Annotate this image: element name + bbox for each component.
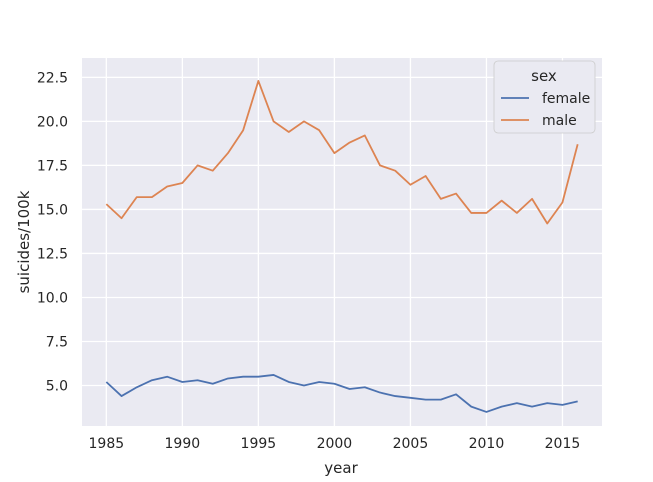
x-axis-label: year — [324, 459, 358, 477]
x-tick-label: 2010 — [469, 436, 505, 452]
y-tick-label: 5.0 — [46, 379, 68, 395]
x-tick-label: 1990 — [165, 436, 201, 452]
y-tick-label: 10.0 — [37, 290, 68, 306]
legend: sex female male — [493, 60, 596, 134]
y-tick-label: 20.0 — [37, 114, 68, 130]
x-tick-label: 2015 — [545, 436, 581, 452]
y-tick-label: 22.5 — [37, 70, 68, 86]
y-axis-ticks: 5.0 7.5 10.0 12.5 15.0 17.5 20.0 22.5 — [37, 70, 68, 394]
y-tick-label: 15.0 — [37, 202, 68, 218]
legend-box — [493, 60, 596, 134]
x-tick-label: 2005 — [393, 436, 429, 452]
y-tick-label: 7.5 — [46, 334, 68, 350]
y-tick-label: 12.5 — [37, 246, 68, 262]
series-lines — [105, 79, 579, 413]
y-tick-label: 17.5 — [37, 158, 68, 174]
x-tick-label: 1985 — [89, 436, 125, 452]
x-tick-label: 1995 — [241, 436, 277, 452]
x-axis-ticks: 1985 1990 1995 2000 2005 2010 2015 — [89, 436, 581, 452]
y-axis-label: suicides/100k — [15, 190, 33, 293]
legend-label-male: male — [542, 113, 577, 129]
x-tick-label: 2000 — [317, 436, 353, 452]
grid — [82, 58, 602, 426]
series-line-female — [105, 374, 578, 413]
series-line-male — [105, 79, 579, 225]
legend-label-female: female — [542, 91, 590, 107]
legend-items: female male — [501, 91, 590, 129]
legend-title: sex — [531, 67, 557, 85]
